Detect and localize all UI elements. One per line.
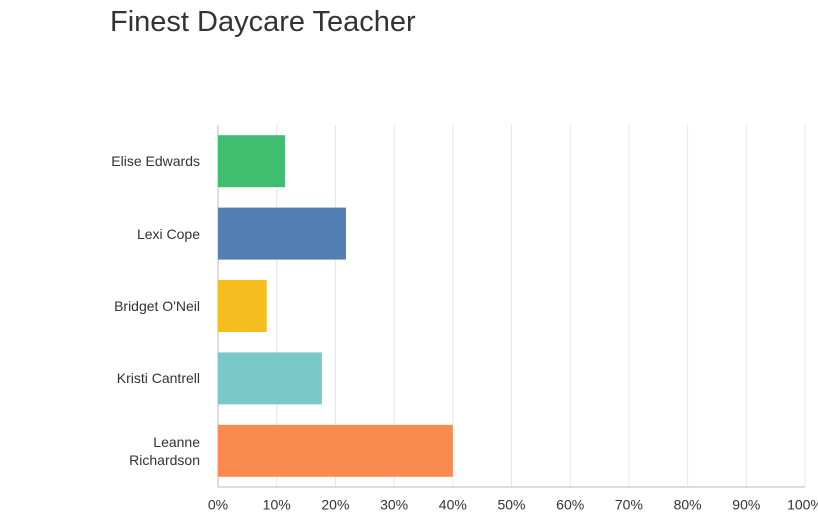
y-tick-label: Leanne Richardson [129, 433, 200, 468]
bar [218, 135, 285, 188]
y-tick-label: Lexi Cope [136, 225, 200, 242]
x-tick-label: 20% [321, 497, 349, 513]
x-tick-label: 0% [208, 497, 228, 513]
x-tick-label: 50% [497, 497, 525, 513]
y-tick-label: Bridget O'Neil [114, 298, 200, 314]
chart-title: Finest Daycare Teacher [110, 6, 416, 38]
x-tick-label: 30% [380, 497, 408, 513]
x-tick-label: 80% [674, 497, 702, 513]
bar [218, 424, 453, 477]
bar [218, 352, 322, 405]
x-tick-label: 60% [556, 497, 584, 513]
bar [218, 280, 267, 332]
x-tick-label: 40% [439, 497, 467, 513]
y-tick-label: Elise Edwards [111, 153, 200, 170]
x-tick-label: 10% [263, 497, 291, 513]
x-tick-label: 100% [787, 497, 818, 513]
x-tick-label: 90% [732, 497, 760, 513]
bar [218, 207, 346, 260]
y-tick-label: Kristi Cantrell [116, 370, 200, 387]
x-tick-label: 70% [615, 497, 643, 513]
